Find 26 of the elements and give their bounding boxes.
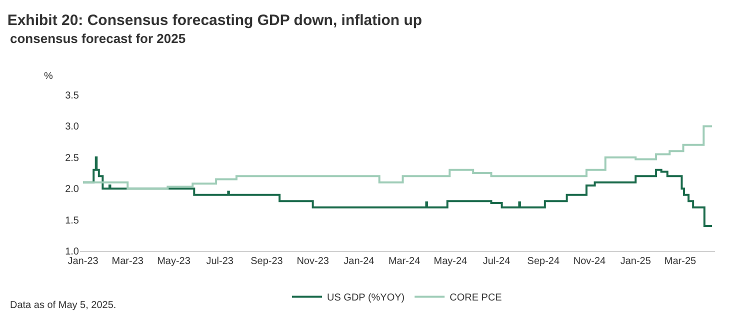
x-tick-label: Jan-24 — [344, 256, 375, 267]
y-tick-label: 1.5 — [65, 215, 80, 226]
chart-subtitle: consensus forecast for 2025 — [10, 31, 186, 46]
x-tick-label: Sep-23 — [250, 256, 284, 267]
x-tick-label: Jul-23 — [206, 256, 234, 267]
legend-label: US GDP (%YOY) — [327, 292, 405, 304]
x-tick-label: Sep-24 — [527, 256, 560, 267]
y-tick-label: 2.0 — [65, 184, 80, 196]
chart-title: Exhibit 20: Consensus forecasting GDP down, inflation up — [7, 12, 422, 30]
x-tick-label: Nov-24 — [573, 256, 606, 267]
x-tick-label: May-23 — [157, 256, 191, 267]
y-tick-label: 3.5 — [65, 90, 80, 102]
x-tick-label: Mar-23 — [112, 256, 144, 267]
legend-label: CORE PCE — [450, 292, 502, 304]
text: Data as of May 5, 2025. — [10, 300, 116, 311]
x-tick-label: Jan-25 — [620, 256, 652, 267]
y-axis-title: % — [44, 71, 53, 82]
x-tick-label: May-24 — [434, 256, 468, 267]
y-tick-label: 2.5 — [65, 152, 80, 164]
x-tick-label: Mar-25 — [664, 256, 696, 267]
x-tick-label: Jan-23 — [68, 256, 99, 267]
y-tick-label: 3.0 — [65, 122, 80, 133]
x-tick-label: Nov-23 — [296, 256, 330, 267]
x-tick-label: Jul-24 — [482, 256, 511, 267]
x-tick-label: Mar-24 — [388, 256, 421, 267]
y-tick-label: 1.0 — [65, 246, 80, 258]
